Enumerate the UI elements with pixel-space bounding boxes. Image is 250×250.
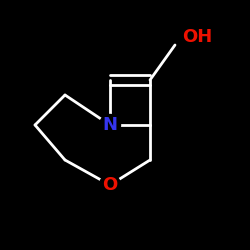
Circle shape (100, 174, 120, 196)
Text: OH: OH (182, 28, 213, 46)
Text: N: N (102, 116, 118, 134)
Circle shape (100, 114, 120, 136)
Text: O: O (102, 176, 118, 194)
